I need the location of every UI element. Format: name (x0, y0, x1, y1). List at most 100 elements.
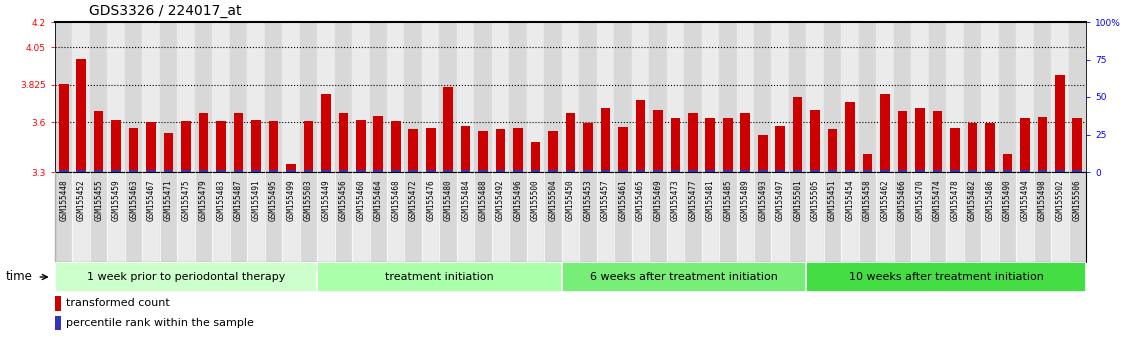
Bar (303, 121, 313, 172)
Text: GSM155477: GSM155477 (689, 179, 698, 221)
Bar (1051, 22, 1069, 172)
Text: transformed count: transformed count (67, 298, 170, 308)
Bar (216, 121, 226, 172)
Bar (619, 127, 628, 172)
Text: GSM155485: GSM155485 (723, 179, 732, 221)
Text: GSM155458: GSM155458 (863, 179, 872, 221)
Bar (1069, 172, 1086, 262)
Bar (356, 170, 365, 172)
Bar (601, 170, 611, 172)
Bar (55, 172, 72, 262)
Bar (248, 22, 265, 172)
Bar (216, 170, 226, 172)
Bar (443, 87, 454, 172)
Bar (706, 118, 715, 172)
FancyBboxPatch shape (562, 262, 806, 292)
Bar (982, 22, 999, 172)
Bar (335, 172, 352, 262)
Bar (985, 123, 994, 172)
Bar (549, 170, 558, 172)
Bar (754, 172, 771, 262)
Bar (649, 22, 666, 172)
Bar (631, 172, 649, 262)
Text: GSM155454: GSM155454 (846, 179, 855, 221)
Bar (597, 22, 614, 172)
Bar (248, 172, 265, 262)
Text: GSM155449: GSM155449 (321, 179, 330, 221)
Text: GSM155498: GSM155498 (1038, 179, 1047, 221)
Text: GSM155451: GSM155451 (828, 179, 837, 221)
Bar (723, 170, 733, 172)
Bar (370, 22, 387, 172)
Bar (317, 22, 335, 172)
Bar (387, 172, 405, 262)
Text: GSM155457: GSM155457 (601, 179, 610, 221)
Bar (230, 22, 248, 172)
Bar (440, 22, 457, 172)
Bar (636, 170, 645, 172)
Bar (199, 170, 208, 172)
Bar (653, 170, 663, 172)
Bar (530, 142, 541, 172)
Bar (614, 172, 631, 262)
Bar (584, 170, 593, 172)
Bar (912, 22, 929, 172)
Bar (684, 172, 701, 262)
Bar (793, 97, 803, 172)
Bar (1072, 118, 1082, 172)
Text: GSM155489: GSM155489 (741, 179, 750, 221)
Text: GSM155503: GSM155503 (304, 179, 313, 221)
Bar (513, 170, 523, 172)
Bar (234, 170, 243, 172)
Text: GSM155479: GSM155479 (199, 179, 208, 221)
Text: GSM155505: GSM155505 (811, 179, 820, 221)
Bar (282, 22, 300, 172)
Bar (562, 22, 579, 172)
Bar (1037, 117, 1047, 172)
Bar (94, 170, 104, 172)
Bar (719, 172, 736, 262)
Bar (653, 110, 663, 172)
Bar (460, 170, 470, 172)
Bar (1051, 172, 1069, 262)
Bar (422, 172, 440, 262)
Bar (584, 123, 593, 172)
Bar (352, 172, 370, 262)
Text: percentile rank within the sample: percentile rank within the sample (67, 318, 254, 328)
Bar (789, 22, 806, 172)
Bar (566, 170, 576, 172)
Bar (771, 22, 789, 172)
Bar (286, 165, 295, 172)
Bar (684, 22, 701, 172)
Text: GSM155472: GSM155472 (408, 179, 417, 221)
Bar (492, 22, 509, 172)
Bar (495, 129, 506, 172)
Bar (845, 102, 855, 172)
Bar (810, 170, 820, 172)
Bar (146, 170, 156, 172)
Bar (513, 128, 523, 172)
Bar (391, 170, 400, 172)
Bar (688, 113, 698, 172)
Text: GSM155502: GSM155502 (1055, 179, 1064, 221)
Bar (771, 172, 789, 262)
Bar (387, 22, 405, 172)
Text: GSM155455: GSM155455 (94, 179, 103, 221)
Bar (1016, 172, 1034, 262)
Text: GSM155466: GSM155466 (898, 179, 907, 221)
Bar (1072, 170, 1082, 172)
Bar (321, 170, 330, 172)
Bar (300, 172, 317, 262)
Text: GSM155482: GSM155482 (968, 179, 977, 221)
Text: 6 weeks after treatment initiation: 6 weeks after treatment initiation (590, 272, 778, 282)
Bar (858, 22, 877, 172)
Bar (72, 172, 90, 262)
Bar (90, 172, 107, 262)
Text: GSM155467: GSM155467 (147, 179, 156, 221)
Bar (124, 172, 143, 262)
Bar (950, 128, 960, 172)
Bar (111, 120, 121, 172)
Bar (181, 121, 191, 172)
Bar (614, 22, 631, 172)
Text: GSM155450: GSM155450 (566, 179, 575, 221)
